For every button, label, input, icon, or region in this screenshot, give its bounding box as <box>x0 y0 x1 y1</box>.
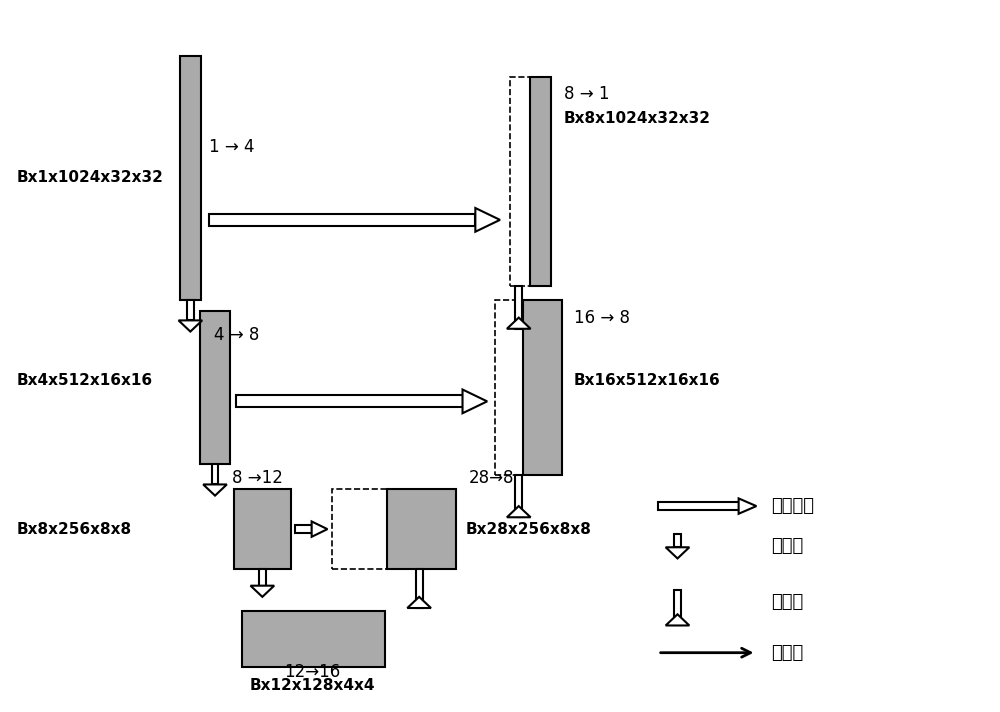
Bar <box>515 286 522 329</box>
Text: Bx8x256x8x8: Bx8x256x8x8 <box>17 522 132 537</box>
Text: 上采样: 上采样 <box>771 592 803 611</box>
Polygon shape <box>312 521 327 537</box>
Text: 8 →12: 8 →12 <box>232 469 283 487</box>
Bar <box>242 611 385 666</box>
Bar <box>510 77 532 286</box>
Bar <box>180 56 201 300</box>
Bar <box>416 569 423 608</box>
Bar <box>658 502 739 510</box>
Polygon shape <box>666 614 689 625</box>
Bar <box>212 464 218 484</box>
Text: Bx8x1024x32x32: Bx8x1024x32x32 <box>564 111 711 126</box>
Polygon shape <box>463 389 487 413</box>
Bar <box>259 569 266 586</box>
Text: 1 → 4: 1 → 4 <box>209 137 255 155</box>
Polygon shape <box>507 318 531 329</box>
Polygon shape <box>203 484 227 496</box>
Bar <box>295 525 312 533</box>
Polygon shape <box>407 597 431 608</box>
Bar <box>234 488 291 569</box>
Text: 28→8: 28→8 <box>468 469 514 487</box>
Text: 跳层连接: 跳层连接 <box>771 497 814 515</box>
Bar <box>530 77 551 286</box>
Polygon shape <box>179 320 202 332</box>
Polygon shape <box>739 498 756 514</box>
Text: Bx28x256x8x8: Bx28x256x8x8 <box>465 522 591 537</box>
Text: Bx12x128x4x4: Bx12x128x4x4 <box>250 678 375 693</box>
Bar <box>200 310 230 464</box>
Bar <box>515 475 522 517</box>
Text: 16 → 8: 16 → 8 <box>574 308 630 327</box>
Bar <box>209 214 475 226</box>
Polygon shape <box>507 506 531 517</box>
Text: 下采样: 下采样 <box>771 537 803 555</box>
Bar <box>523 300 562 475</box>
Text: 卷积块: 卷积块 <box>771 644 803 661</box>
Bar <box>495 300 525 475</box>
Text: Bx4x512x16x16: Bx4x512x16x16 <box>17 373 153 388</box>
Bar <box>236 395 463 407</box>
Text: 4 → 8: 4 → 8 <box>214 326 259 344</box>
Bar <box>332 488 390 569</box>
Bar <box>387 488 456 569</box>
Polygon shape <box>251 586 274 597</box>
Text: 8 → 1: 8 → 1 <box>564 85 610 103</box>
Polygon shape <box>666 548 689 558</box>
Bar <box>674 590 681 625</box>
Text: 12→16: 12→16 <box>285 664 341 681</box>
Bar <box>187 300 194 320</box>
Bar <box>674 534 681 548</box>
Polygon shape <box>475 208 500 231</box>
Text: Bx1x1024x32x32: Bx1x1024x32x32 <box>17 170 164 186</box>
Text: Bx16x512x16x16: Bx16x512x16x16 <box>574 373 721 388</box>
